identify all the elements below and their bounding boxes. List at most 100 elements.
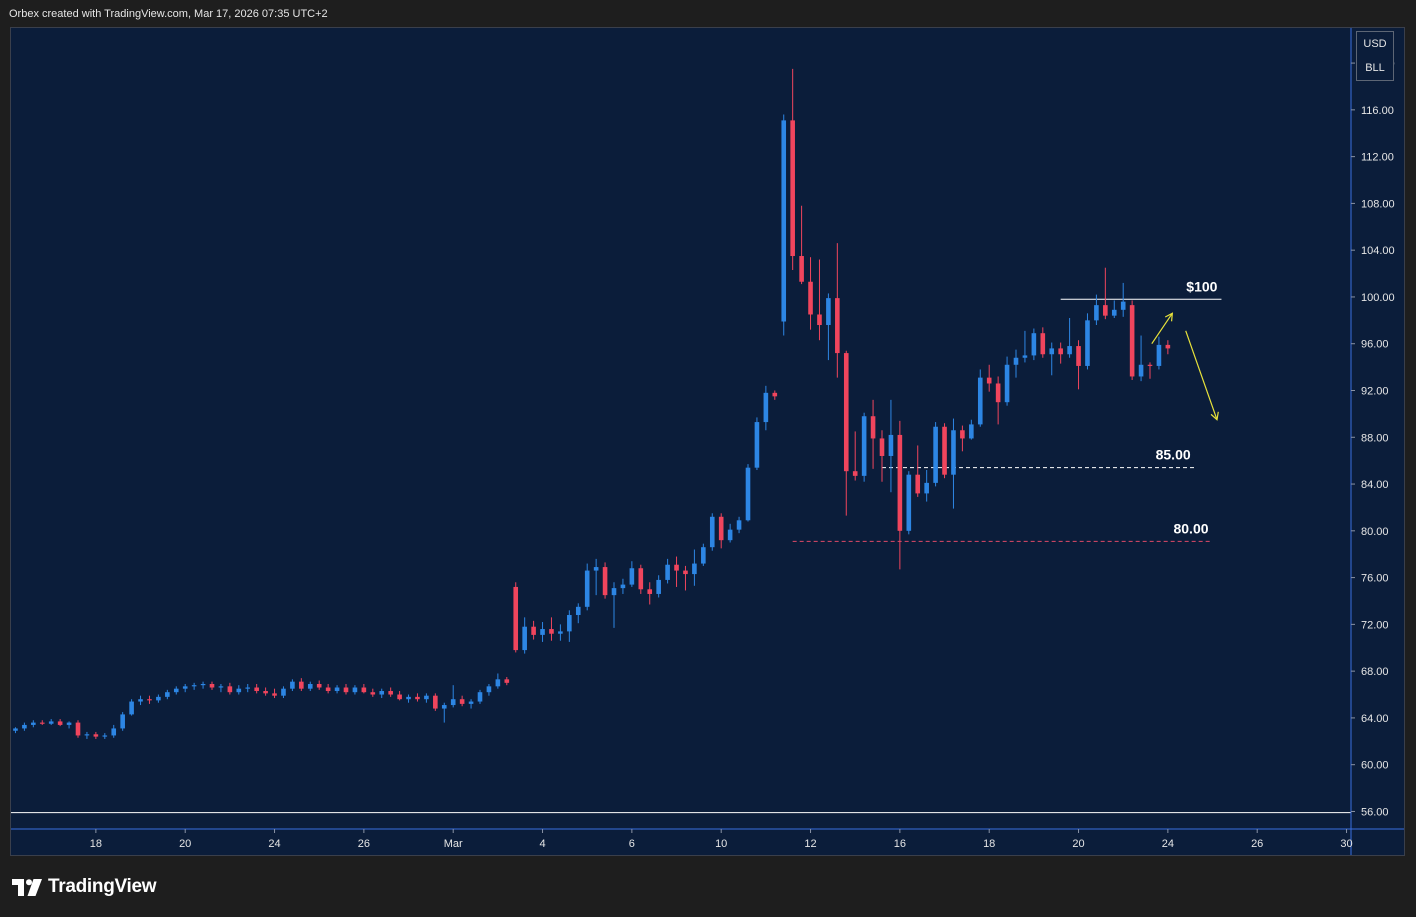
candle[interactable] [584,563,590,611]
candle[interactable] [558,624,563,641]
candle[interactable] [1129,300,1135,380]
candle[interactable] [888,399,894,493]
candle[interactable] [522,617,527,654]
candle[interactable] [102,733,108,739]
candle[interactable] [165,689,170,700]
candle[interactable] [361,684,367,694]
candle[interactable] [209,681,215,690]
candle[interactable] [66,721,72,729]
candle[interactable] [477,689,483,704]
candle[interactable] [852,431,858,481]
candle[interactable] [433,693,438,711]
candle[interactable] [182,684,188,693]
candle[interactable] [120,712,125,731]
candle[interactable] [781,114,787,336]
candle[interactable] [1058,342,1063,364]
candle[interactable] [933,422,938,487]
candle[interactable] [290,679,295,692]
candle[interactable] [93,731,99,739]
candle[interactable] [620,578,626,594]
candle[interactable] [826,293,831,361]
candle[interactable] [879,430,885,482]
candle[interactable] [540,622,545,642]
candle[interactable] [325,684,331,694]
candle[interactable] [736,516,742,534]
candle[interactable] [790,68,795,271]
candle[interactable] [441,702,447,723]
candle[interactable] [567,610,572,642]
projection-arrow-0[interactable] [1151,312,1174,345]
candle[interactable] [57,719,63,727]
candle[interactable] [772,390,778,400]
candle[interactable] [281,686,286,699]
candle[interactable] [299,678,304,692]
candle[interactable] [692,549,697,586]
candle[interactable] [593,558,599,596]
candle[interactable] [415,693,420,702]
candle[interactable] [1067,317,1072,358]
candle[interactable] [986,364,992,392]
candle[interactable] [245,684,251,693]
candle[interactable] [22,722,27,731]
candle[interactable] [763,385,769,431]
candle[interactable] [835,243,840,378]
candle[interactable] [843,350,849,516]
candle[interactable] [1013,349,1019,378]
candle[interactable] [13,727,18,734]
candle[interactable] [531,620,536,640]
candle[interactable] [1165,340,1171,355]
candle[interactable] [513,582,519,653]
candle[interactable] [951,418,956,509]
candle[interactable] [906,471,912,535]
candle[interactable] [942,423,947,479]
candle[interactable] [191,682,197,690]
candle[interactable] [263,687,268,696]
candle[interactable] [969,419,974,440]
candle[interactable] [370,688,376,697]
candle[interactable] [1004,356,1010,406]
candle[interactable] [924,470,929,502]
candle[interactable] [316,680,322,690]
candle[interactable] [602,562,608,599]
candle[interactable] [647,582,653,605]
candle[interactable] [352,685,358,695]
projection-arrow-1[interactable] [1185,330,1219,421]
candle[interactable] [307,681,313,692]
tradingview-logo[interactable]: TradingView [12,876,157,898]
candle[interactable] [1138,335,1144,382]
candle[interactable] [611,582,617,628]
candle[interactable] [200,681,206,689]
candle[interactable] [486,684,492,696]
candle[interactable] [334,685,340,694]
candle[interactable] [1103,267,1108,320]
candle[interactable] [718,513,724,549]
candle[interactable] [665,558,670,584]
candle[interactable] [31,720,36,728]
candle[interactable] [48,719,54,725]
candle[interactable] [75,720,81,738]
candle[interactable] [1049,342,1055,376]
candle[interactable] [84,731,90,739]
candle[interactable] [1040,327,1046,358]
candle[interactable] [817,259,822,341]
candle[interactable] [1076,340,1081,390]
candle[interactable] [1147,362,1153,379]
candle[interactable] [173,686,179,695]
candle[interactable] [1094,294,1099,326]
candle[interactable] [638,564,644,594]
candle[interactable] [343,684,349,695]
candle[interactable] [495,673,501,689]
candle[interactable] [701,543,706,566]
candle[interactable] [227,682,233,695]
candle[interactable] [39,720,45,725]
candle[interactable] [674,556,679,587]
candle[interactable] [915,445,921,497]
candle[interactable] [504,676,510,686]
candle[interactable] [709,513,715,551]
candle[interactable] [1031,328,1037,361]
candle[interactable] [272,688,277,699]
candle[interactable] [218,684,224,693]
candle[interactable] [870,399,876,469]
candle[interactable] [397,691,402,701]
